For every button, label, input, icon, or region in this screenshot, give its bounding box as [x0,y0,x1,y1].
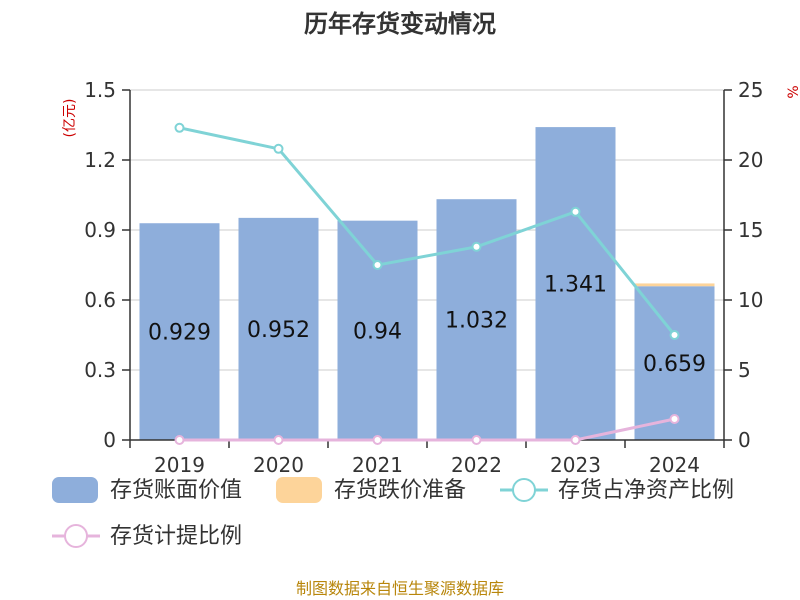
bar-value-label: 1.032 [445,309,508,334]
provision-ratio-line [179,417,675,442]
bar-labels: 0.929 0.952 0.94 1.032 1.341 0.659 [148,273,706,378]
left-tick-label: 1.2 [84,148,116,172]
right-tick-label: 20 [738,148,763,172]
left-tick-label: 0.3 [84,358,116,382]
right-tick-label: 0 [738,428,751,452]
legend-label-net-ratio: 存货占净资产比例 [558,478,734,503]
provision-ratio-point [471,435,482,445]
lines [174,122,680,445]
provision-ratio-point [372,435,383,445]
provision-ratio-point [174,435,185,445]
legend-marker-net-ratio [500,478,548,502]
bar-book-value [535,127,616,440]
bars [139,127,715,440]
left-tick-label: 0.9 [84,218,116,242]
provision-ratio-point [570,435,581,445]
net-ratio-point [273,143,284,154]
grid [130,89,724,371]
bar-book-value [337,220,418,440]
bar-value-label: 0.659 [643,352,706,377]
right-axis-unit: % [786,85,800,98]
net-ratio-point [570,206,581,217]
bar-value-label: 0.94 [353,319,402,344]
chart-title: 历年存货变动情况 [304,10,496,38]
provision-ratio-point [273,435,284,445]
net-ratio-point [471,241,482,252]
net-ratio-point [174,122,185,133]
bar-value-label: 0.929 [148,321,211,346]
right-tick-label: 10 [738,288,763,312]
axes: 0 0 0.3 5 0.6 10 0.9 15 1.2 20 1.5 25 2019 2020 2021 20… [84,78,763,477]
x-tick-label: 2019 [154,453,205,477]
net-ratio-point [372,260,383,270]
bar-value-label: 1.341 [544,273,607,298]
left-tick-label: 0.6 [84,288,116,312]
bar-book-value [139,223,220,440]
bar-book-value [238,217,319,440]
bar-book-value [436,199,517,440]
right-tick-label: 25 [738,78,763,102]
provision-ratio-point [669,414,680,424]
legend-swatch-reserve [276,477,322,503]
legend-label-reserve: 存货跌价准备 [334,478,466,503]
net-ratio-line [179,126,676,336]
left-axis-unit: (亿元) [62,99,78,138]
right-tick-label: 15 [738,218,763,242]
source-note: 制图数据来自恒生聚源数据库 [296,579,504,598]
left-tick-label: 1.5 [84,78,116,102]
x-tick-label: 2020 [253,453,304,477]
legend: 存货账面价值 存货跌价准备 存货占净资产比例 存货计提比例 [52,477,734,549]
x-tick-label: 2022 [451,453,502,477]
right-tick-label: 5 [738,358,751,382]
legend-label-provision-ratio: 存货计提比例 [110,524,242,549]
legend-label-book-value: 存货账面价值 [110,478,242,503]
x-tick-label: 2024 [649,453,700,477]
bar-value-label: 0.952 [247,318,310,343]
legend-swatch-book-value [52,477,98,503]
legend-marker-provision-ratio [52,524,100,548]
x-tick-label: 2021 [352,453,403,477]
left-tick-label: 0 [103,428,116,452]
bar-reserve [634,283,715,287]
x-tick-label: 2023 [550,453,601,477]
net-ratio-point [669,330,680,340]
